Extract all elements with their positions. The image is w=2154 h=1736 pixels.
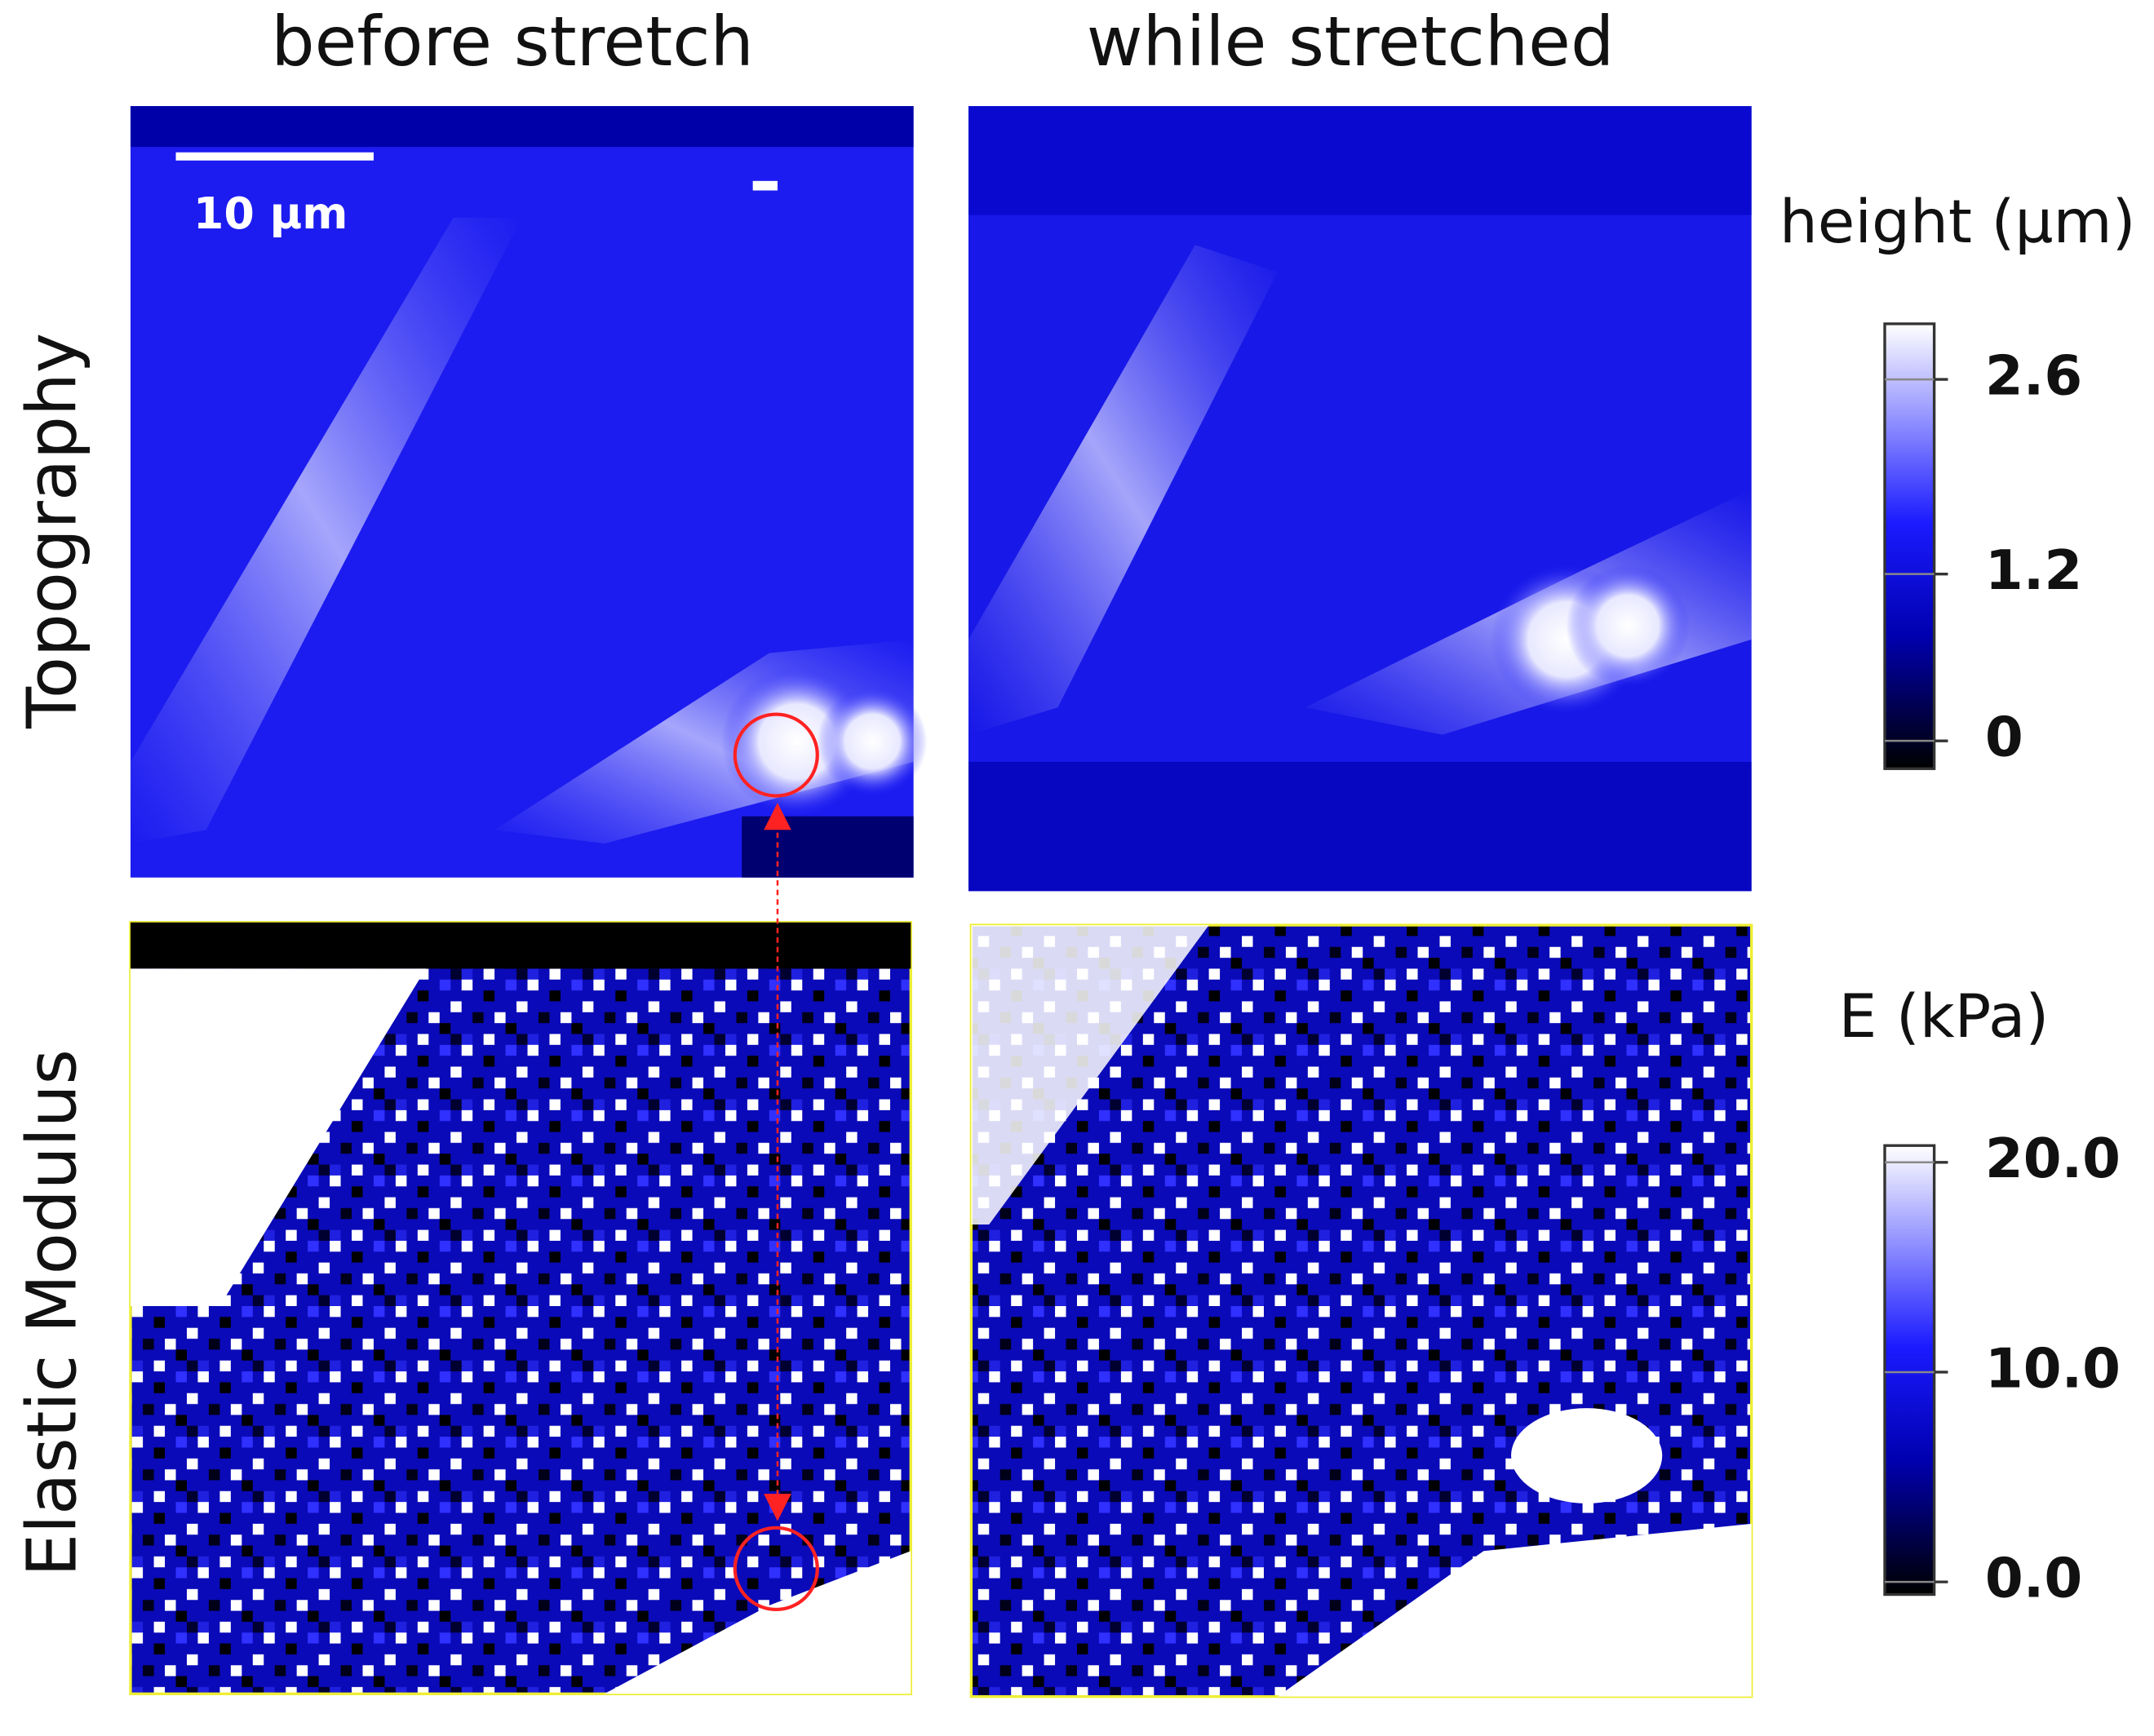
colorbar-title: height (µm) bbox=[1779, 188, 2136, 257]
row-title: Topography bbox=[11, 333, 91, 729]
scale-bar-label: 10 µm bbox=[193, 188, 348, 239]
topography-after bbox=[968, 106, 1752, 892]
colorbar bbox=[1883, 322, 1936, 770]
colorbar-title: E (kPa) bbox=[1839, 982, 2050, 1052]
column-title: before stretch bbox=[271, 2, 754, 82]
colorbar-tick-label: 2.6 bbox=[1985, 344, 2082, 408]
colorbar-tick-label: 10.0 bbox=[1985, 1337, 2121, 1401]
topography-before: 10 µm bbox=[130, 106, 928, 878]
modulus-before bbox=[129, 921, 912, 1695]
colorbar-tick-label: 0.0 bbox=[1985, 1547, 2082, 1610]
colorbar-tick-label: 20.0 bbox=[1985, 1127, 2121, 1191]
colorbar-tick-label: 1.2 bbox=[1985, 538, 2082, 602]
row-title: Elastic Modulus bbox=[11, 1049, 91, 1577]
modulus-after bbox=[969, 923, 1753, 1698]
colorbar-tick-label: 0 bbox=[1985, 706, 2023, 769]
colorbar bbox=[1883, 1144, 1936, 1596]
arrow bbox=[764, 802, 791, 1521]
column-title: while stretched bbox=[1087, 2, 1615, 82]
